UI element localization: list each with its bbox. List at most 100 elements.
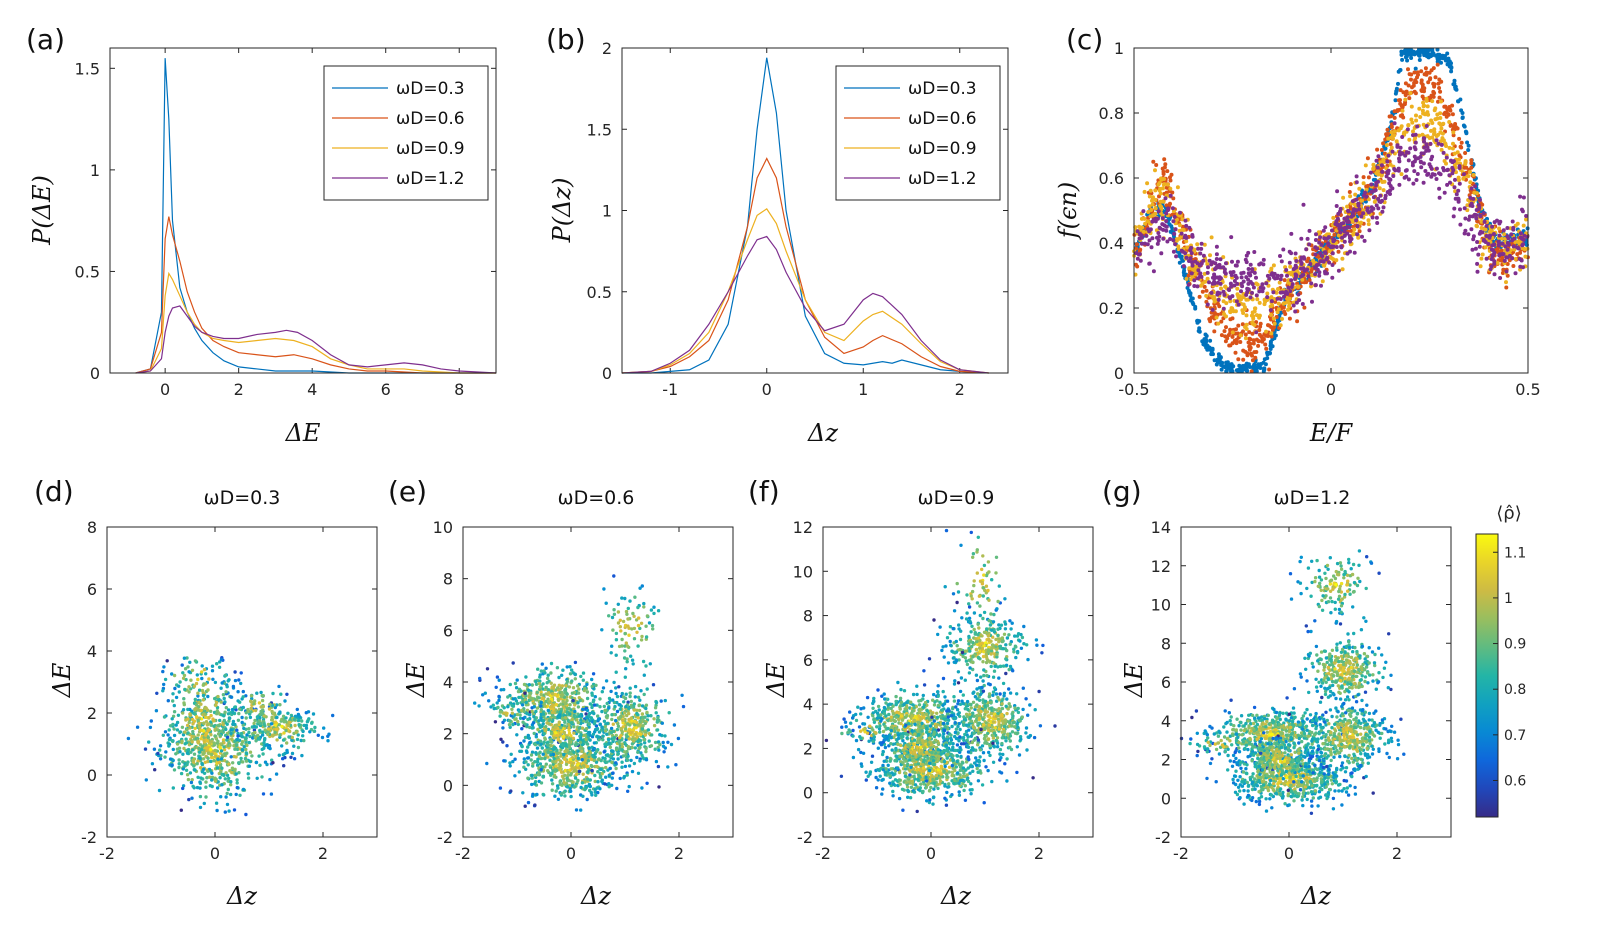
scatter-point <box>1465 140 1470 145</box>
scatter-point <box>241 787 246 792</box>
scatter-point <box>1245 353 1250 358</box>
scatter-point <box>182 673 187 678</box>
scatter-point <box>191 784 195 788</box>
scatter-point <box>1238 333 1243 338</box>
scatter-point <box>601 756 605 760</box>
scatter-point <box>1321 259 1326 264</box>
scatter-point <box>524 767 528 771</box>
scatter-point <box>1265 356 1270 361</box>
scatter-point <box>224 795 228 799</box>
scatter-point <box>262 722 266 726</box>
scatter-point <box>234 792 238 797</box>
scatter-point <box>177 746 182 750</box>
scatter-point <box>1431 81 1436 86</box>
scatter-point <box>1272 271 1277 276</box>
scatter-point <box>239 681 243 686</box>
scatter-point <box>161 689 165 693</box>
scatter-point <box>197 750 202 754</box>
scatter-point <box>249 694 254 698</box>
scatter-point <box>192 757 197 761</box>
scatter-point <box>270 734 275 738</box>
scatter-point <box>1521 195 1526 200</box>
scatter-point <box>564 762 569 767</box>
scatter-point <box>1208 338 1213 343</box>
scatter-point <box>1294 259 1299 263</box>
scatter-point <box>1517 257 1522 261</box>
scatter-point <box>1479 226 1484 230</box>
scatter-point <box>1363 163 1368 168</box>
scatter-point <box>1158 191 1163 196</box>
scatter-point <box>218 718 222 723</box>
scatter-point <box>244 752 249 756</box>
series-line-2 <box>135 216 496 374</box>
scatter-point <box>1219 333 1224 338</box>
scatter-point <box>214 801 219 805</box>
scatter-point <box>574 808 579 812</box>
scatter-point <box>201 744 205 748</box>
scatter-point <box>1265 352 1270 357</box>
scatter-point <box>188 660 192 664</box>
scatter-point <box>280 724 284 729</box>
scatter-point <box>244 716 248 720</box>
scatter-point <box>1439 99 1443 104</box>
scatter-point <box>1397 159 1402 164</box>
scatter-point <box>1157 194 1161 199</box>
scatter-point <box>1474 208 1479 212</box>
scatter-point <box>226 787 230 792</box>
scatter-point <box>1476 219 1480 224</box>
ytick-label: 2 <box>87 704 97 723</box>
scatter-point <box>222 714 226 718</box>
scatter-point <box>1267 276 1272 281</box>
scatter-point <box>570 691 575 695</box>
scatter-point <box>1406 158 1411 163</box>
scatter-point <box>517 770 521 774</box>
scatter-point <box>1418 154 1423 159</box>
scatter-point <box>1457 181 1462 186</box>
scatter-point <box>1487 230 1492 234</box>
scatter-point <box>200 770 205 774</box>
scatter-point <box>1264 329 1268 334</box>
scatter-point <box>513 774 517 778</box>
scatter-point <box>1271 290 1276 295</box>
scatter-point <box>180 663 184 667</box>
scatter-point <box>1177 251 1182 256</box>
scatter-point <box>216 739 220 743</box>
scatter-point <box>502 759 506 763</box>
scatter-point <box>554 759 558 764</box>
scatter-point <box>1301 272 1306 277</box>
scatter-point <box>200 676 204 681</box>
scatter-point <box>1447 145 1452 150</box>
scatter-point <box>1414 178 1419 182</box>
scatter-point <box>1439 126 1444 131</box>
scatter-point <box>201 693 206 698</box>
scatter-point <box>198 756 202 760</box>
scatter-point <box>238 707 242 711</box>
scatter-point <box>178 680 182 684</box>
scatter-point <box>574 772 579 777</box>
scatter-point <box>541 775 545 779</box>
scatter-point <box>322 726 326 730</box>
scatter-point <box>177 765 181 770</box>
scatter-point <box>1478 264 1483 269</box>
scatter-point <box>1246 281 1251 286</box>
scatter-point <box>171 722 175 727</box>
scatter-point <box>1254 293 1259 298</box>
scatter-point <box>269 792 274 796</box>
scatter-point <box>174 695 179 700</box>
scatter-point <box>1322 236 1327 241</box>
scatter-point <box>1141 209 1146 214</box>
scatter-point <box>268 702 272 706</box>
scatter-point <box>177 690 181 694</box>
scatter-point <box>189 780 194 785</box>
scatter-point <box>550 771 554 775</box>
scatter-point <box>1428 141 1433 146</box>
scatter-point <box>1251 338 1256 343</box>
scatter-point <box>230 737 234 741</box>
ytick-label: 0 <box>90 364 100 383</box>
scatter-point <box>1451 141 1455 146</box>
scatter-point <box>167 728 171 732</box>
scatter-point <box>596 790 600 795</box>
scatter-point <box>1161 236 1166 241</box>
scatter-point <box>229 780 233 784</box>
scatter-point <box>1389 125 1394 129</box>
